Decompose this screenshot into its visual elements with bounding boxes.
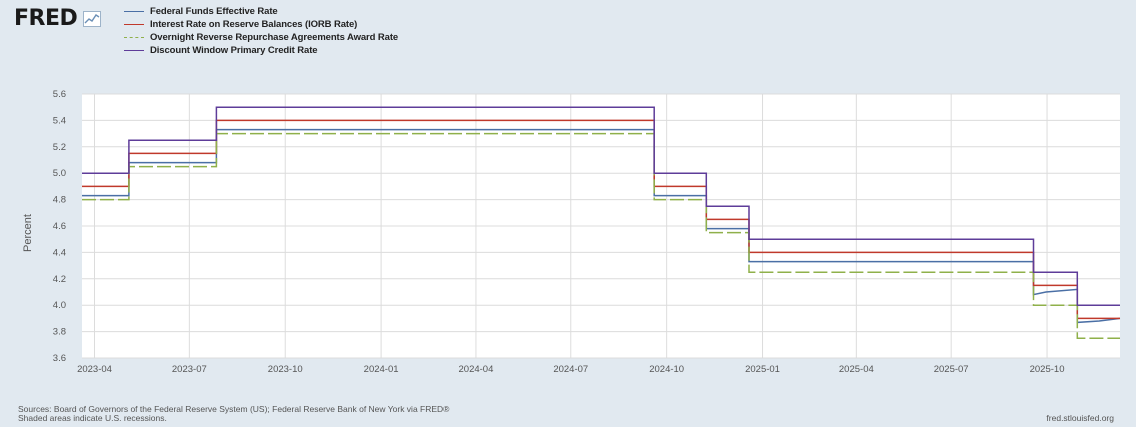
- legend-item: Overnight Reverse Repurchase Agreements …: [124, 31, 398, 44]
- y-tick-label: 5.0: [53, 168, 66, 179]
- x-tick-label: 2024-01: [364, 364, 399, 375]
- legend-label: Federal Funds Effective Rate: [150, 6, 278, 17]
- y-tick-label: 5.6: [53, 89, 66, 100]
- chart-line-icon: [83, 10, 102, 27]
- legend-swatch: [124, 11, 144, 12]
- x-tick-label: 2024-07: [553, 364, 588, 375]
- fred-logo-text: FRED: [14, 6, 78, 31]
- series-line: [82, 132, 1120, 339]
- y-tick-label: 4.2: [53, 274, 66, 285]
- chart-svg: Percent 3.6 3.8 4.0 4.2 4.4 4.6 4.8 5.0 5.2 5.4 5.…: [22, 89, 1121, 375]
- fred-logo[interactable]: FRED: [14, 6, 102, 31]
- x-tick-label: 2023-10: [268, 364, 303, 375]
- x-tick-label: 2025-10: [1030, 364, 1065, 375]
- y-tick-label: 4.6: [53, 221, 66, 232]
- x-tick-label: 2025-01: [745, 364, 780, 375]
- y-tick-label: 5.2: [53, 142, 66, 153]
- legend-swatch: [124, 37, 144, 38]
- sources-note: Sources: Board of Governors of the Feder…: [18, 404, 450, 414]
- chart-footer: Sources: Board of Governors of the Feder…: [18, 405, 449, 423]
- legend-item: Discount Window Primary Credit Rate: [124, 44, 398, 57]
- chart-legend: Federal Funds Effective Rate Interest Rat…: [124, 5, 398, 57]
- y-tick-label: 3.6: [53, 353, 66, 364]
- legend-label: Interest Rate on Reserve Balances (IORB …: [150, 19, 358, 30]
- legend-item: Interest Rate on Reserve Balances (IORB …: [124, 18, 398, 31]
- x-tick-label: 2024-04: [459, 364, 494, 375]
- y-tick-label: 4.0: [53, 300, 66, 311]
- legend-item: Federal Funds Effective Rate: [124, 5, 398, 18]
- legend-label: Overnight Reverse Repurchase Agreements …: [150, 32, 399, 43]
- legend-swatch: [124, 50, 144, 51]
- y-tick-label: 3.8: [53, 327, 66, 338]
- x-tick-label: 2023-04: [77, 364, 112, 375]
- legend-swatch: [124, 24, 144, 25]
- x-tick-label: 2025-07: [934, 364, 969, 375]
- x-tick-label: 2025-04: [839, 364, 874, 375]
- y-tick-label: 4.4: [53, 247, 66, 258]
- y-tick-label: 4.8: [53, 195, 66, 206]
- x-tick-label: 2023-07: [172, 364, 207, 375]
- x-tick-label: 2024-10: [649, 364, 684, 375]
- fred-credit-link[interactable]: fred.stlouisfed.org: [1046, 413, 1114, 423]
- y-axis-label: Percent: [22, 214, 34, 252]
- legend-label: Discount Window Primary Credit Rate: [150, 45, 318, 56]
- recessions-note: Shaded areas indicate U.S. recessions.: [18, 413, 167, 423]
- y-tick-label: 5.4: [53, 115, 66, 126]
- series-line: [82, 106, 1120, 306]
